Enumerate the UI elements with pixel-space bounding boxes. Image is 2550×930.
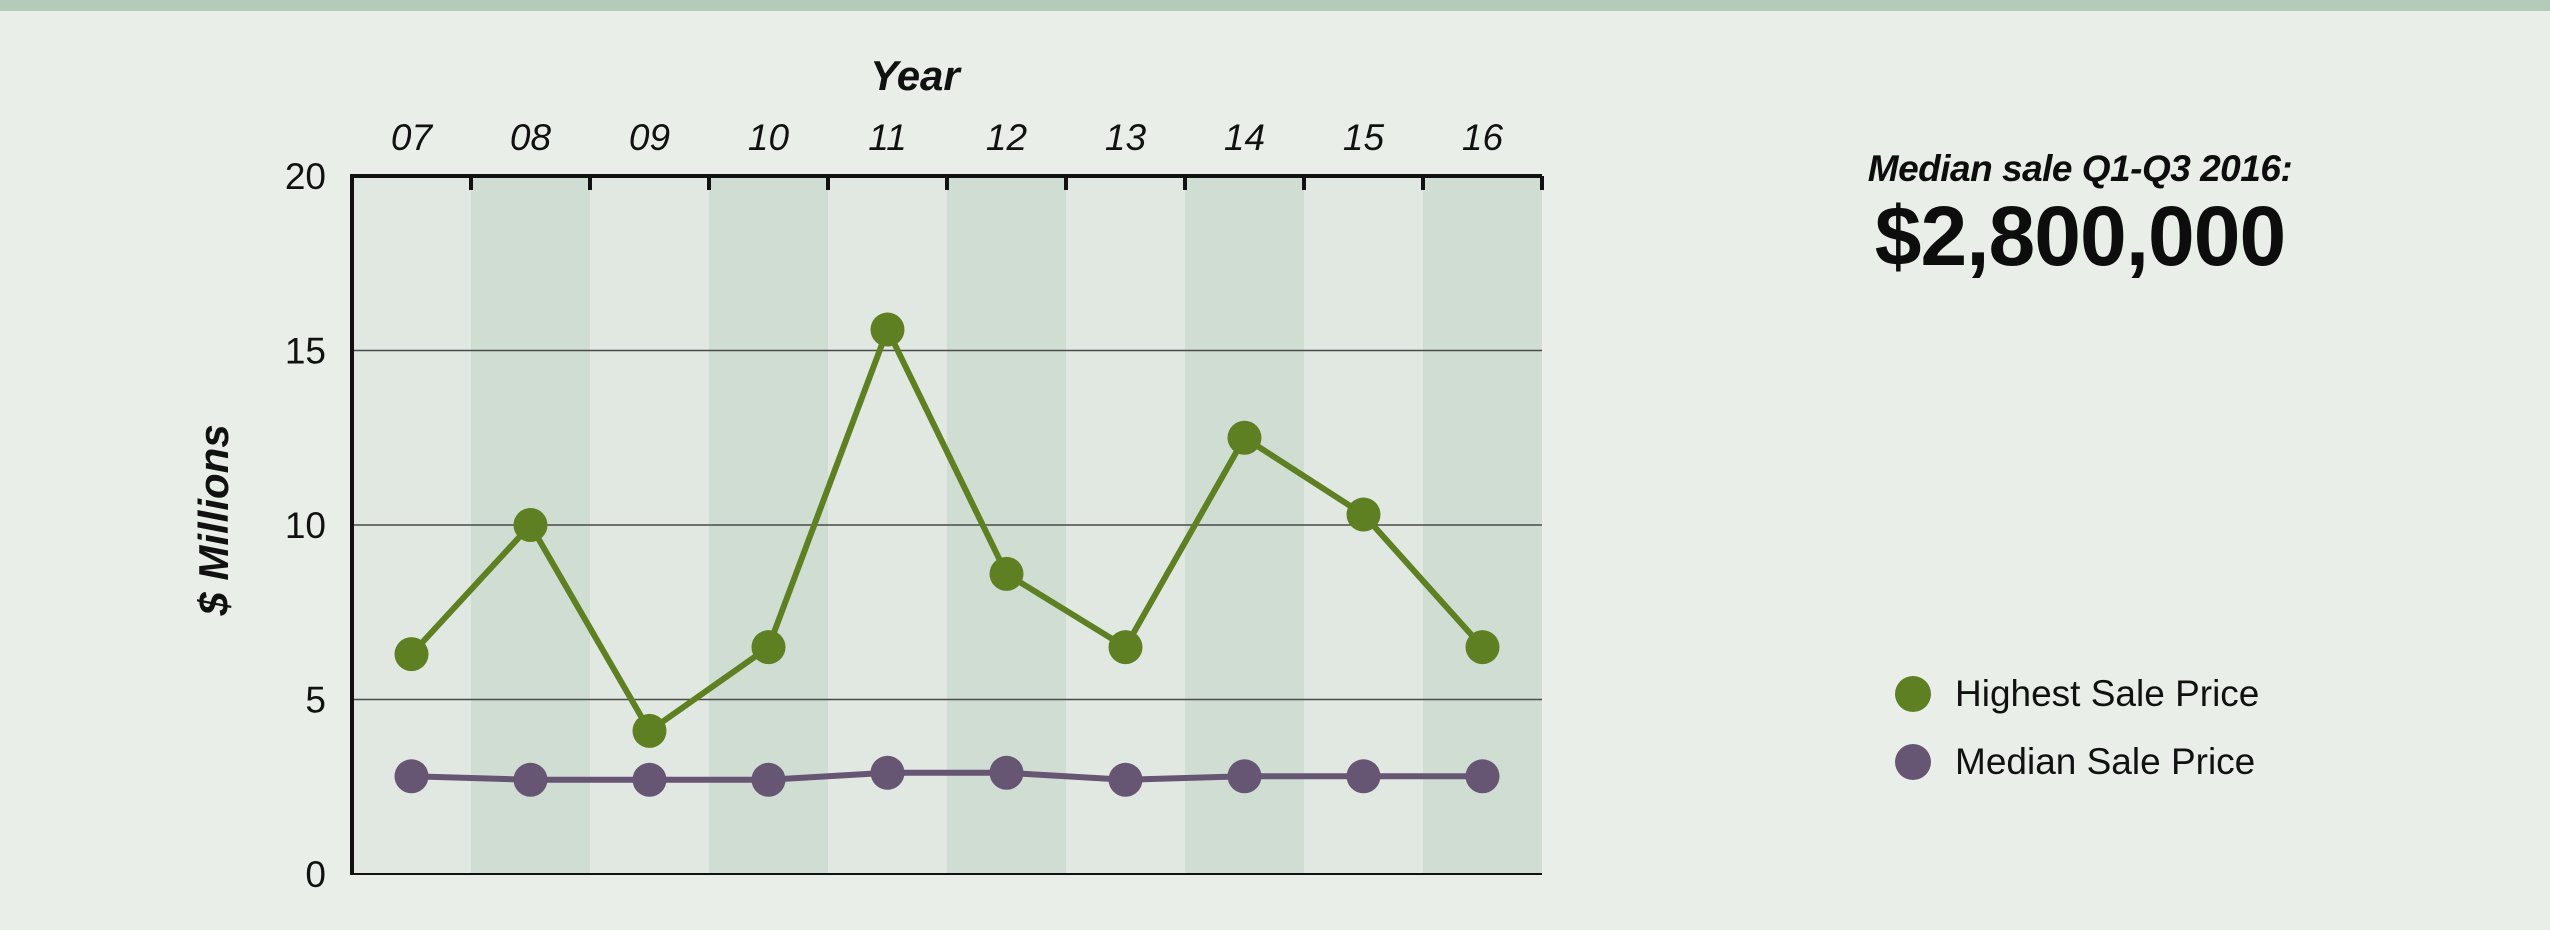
x-tick-label: 14 — [1224, 117, 1265, 158]
x-tick-label: 08 — [510, 117, 552, 158]
summary-panel: Median sale Q1-Q3 2016: $2,800,000 — [1770, 148, 2390, 282]
x-tick-label: 10 — [748, 117, 790, 158]
data-point-highest — [751, 630, 786, 665]
legend-dot-highest — [1895, 676, 1931, 712]
data-point-median — [1346, 759, 1381, 794]
x-tick-label: 12 — [986, 117, 1028, 158]
y-tick-labels: 0 5 10 15 20 — [285, 156, 326, 895]
x-tick-label: 13 — [1105, 117, 1147, 158]
legend: Highest Sale Price Median Sale Price — [1895, 660, 2259, 796]
x-tick-labels: 07 08 09 10 11 12 13 14 15 16 — [391, 117, 1504, 158]
data-point-median — [394, 759, 429, 794]
series-line-highest — [409, 326, 1485, 734]
summary-label: Median sale Q1-Q3 2016: — [1867, 148, 2293, 189]
data-point-highest — [989, 556, 1024, 591]
data-point-median — [513, 762, 548, 797]
legend-label-median: Median Sale Price — [1955, 741, 2256, 782]
data-point-highest — [1108, 630, 1143, 665]
data-point-highest — [394, 637, 429, 672]
y-tick-label: 20 — [285, 156, 326, 197]
legend-dot-median — [1895, 744, 1931, 780]
x-tick-label: 16 — [1462, 117, 1504, 158]
x-tick-label: 07 — [391, 117, 434, 158]
data-point-highest — [1346, 497, 1381, 532]
legend-item-median: Median Sale Price — [1895, 728, 2259, 796]
summary-value: $2,800,000 — [1874, 189, 2286, 283]
data-point-highest — [513, 508, 548, 542]
series-points — [394, 312, 1500, 797]
data-point-median — [1108, 762, 1143, 797]
data-point-median — [751, 762, 786, 797]
legend-item-highest: Highest Sale Price — [1895, 660, 2259, 728]
axes — [350, 174, 1544, 875]
y-tick-label: 15 — [285, 331, 326, 372]
y-tick-label: 0 — [305, 854, 326, 895]
series-lines — [409, 326, 1485, 783]
gridlines — [352, 349, 1542, 701]
x-axis-title: Year — [870, 52, 962, 99]
data-point-median — [1227, 759, 1262, 794]
data-point-highest — [1465, 630, 1500, 665]
data-point-median — [870, 755, 905, 790]
top-accent-bar — [0, 0, 2550, 11]
x-tick-label: 09 — [629, 117, 670, 158]
y-tick-label: 10 — [285, 505, 326, 546]
series-line-median — [411, 769, 1483, 783]
data-point-highest — [870, 312, 905, 347]
data-point-highest — [632, 713, 667, 748]
legend-label-highest: Highest Sale Price — [1955, 673, 2260, 714]
y-tick-label: 5 — [305, 680, 326, 721]
x-tick-label: 11 — [868, 117, 906, 158]
data-point-highest — [1227, 420, 1262, 455]
x-tick-label: 15 — [1343, 117, 1385, 158]
y-axis-title: $ Millions — [190, 424, 237, 616]
data-point-median — [632, 762, 667, 797]
data-point-median — [1465, 759, 1500, 794]
data-point-median — [989, 755, 1024, 790]
